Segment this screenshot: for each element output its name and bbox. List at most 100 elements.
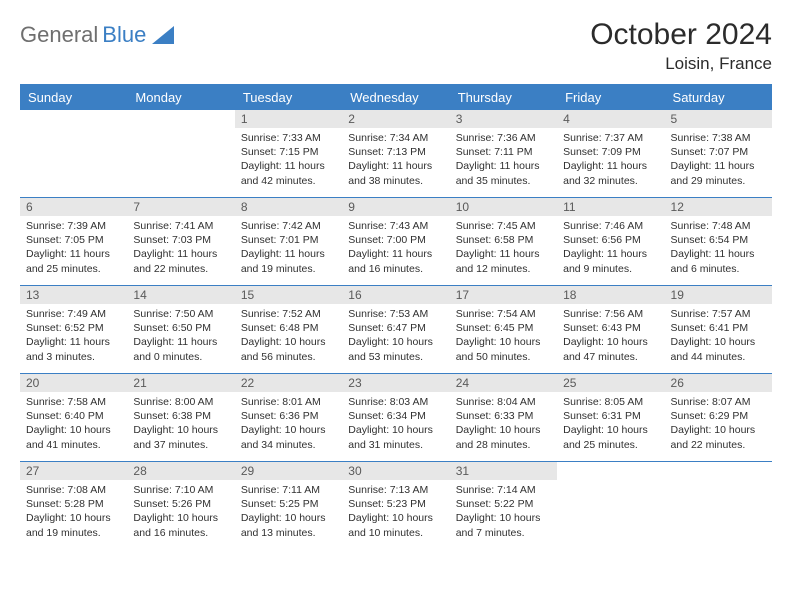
day-details: Sunrise: 7:42 AMSunset: 7:01 PMDaylight:… <box>235 216 342 280</box>
day-number: 10 <box>450 198 557 216</box>
day-number: 11 <box>557 198 664 216</box>
day-number: 18 <box>557 286 664 304</box>
day-details: Sunrise: 7:56 AMSunset: 6:43 PMDaylight:… <box>557 304 664 368</box>
calendar-cell: 21Sunrise: 8:00 AMSunset: 6:38 PMDayligh… <box>127 374 234 462</box>
calendar-week-row: 6Sunrise: 7:39 AMSunset: 7:05 PMDaylight… <box>20 198 772 286</box>
day-details: Sunrise: 8:07 AMSunset: 6:29 PMDaylight:… <box>665 392 772 456</box>
day-details: Sunrise: 7:13 AMSunset: 5:23 PMDaylight:… <box>342 480 449 544</box>
day-details: Sunrise: 7:08 AMSunset: 5:28 PMDaylight:… <box>20 480 127 544</box>
day-details: Sunrise: 7:48 AMSunset: 6:54 PMDaylight:… <box>665 216 772 280</box>
day-header: Tuesday <box>235 85 342 110</box>
header: GeneralBlue October 2024 Loisin, France <box>20 18 772 74</box>
calendar-cell: 17Sunrise: 7:54 AMSunset: 6:45 PMDayligh… <box>450 286 557 374</box>
day-details: Sunrise: 7:14 AMSunset: 5:22 PMDaylight:… <box>450 480 557 544</box>
day-number: 15 <box>235 286 342 304</box>
day-number: 25 <box>557 374 664 392</box>
calendar-cell: 3Sunrise: 7:36 AMSunset: 7:11 PMDaylight… <box>450 110 557 198</box>
day-number: 21 <box>127 374 234 392</box>
calendar-cell: 8Sunrise: 7:42 AMSunset: 7:01 PMDaylight… <box>235 198 342 286</box>
day-number: 14 <box>127 286 234 304</box>
day-number: 9 <box>342 198 449 216</box>
day-details: Sunrise: 8:04 AMSunset: 6:33 PMDaylight:… <box>450 392 557 456</box>
logo-text-blue: Blue <box>102 22 146 48</box>
day-number: 26 <box>665 374 772 392</box>
day-number: 4 <box>557 110 664 128</box>
calendar-cell: 31Sunrise: 7:14 AMSunset: 5:22 PMDayligh… <box>450 462 557 550</box>
calendar-cell: 5Sunrise: 7:38 AMSunset: 7:07 PMDaylight… <box>665 110 772 198</box>
logo: GeneralBlue <box>20 22 174 48</box>
day-number: 20 <box>20 374 127 392</box>
month-title: October 2024 <box>590 18 772 52</box>
day-number: 30 <box>342 462 449 480</box>
day-number: 24 <box>450 374 557 392</box>
calendar-cell: 16Sunrise: 7:53 AMSunset: 6:47 PMDayligh… <box>342 286 449 374</box>
calendar-cell: 23Sunrise: 8:03 AMSunset: 6:34 PMDayligh… <box>342 374 449 462</box>
day-number: 17 <box>450 286 557 304</box>
day-number: 3 <box>450 110 557 128</box>
day-details: Sunrise: 7:46 AMSunset: 6:56 PMDaylight:… <box>557 216 664 280</box>
calendar-cell: 12Sunrise: 7:48 AMSunset: 6:54 PMDayligh… <box>665 198 772 286</box>
day-details: Sunrise: 7:53 AMSunset: 6:47 PMDaylight:… <box>342 304 449 368</box>
day-details: Sunrise: 7:37 AMSunset: 7:09 PMDaylight:… <box>557 128 664 192</box>
day-details: Sunrise: 8:01 AMSunset: 6:36 PMDaylight:… <box>235 392 342 456</box>
day-number: 8 <box>235 198 342 216</box>
calendar-cell: 9Sunrise: 7:43 AMSunset: 7:00 PMDaylight… <box>342 198 449 286</box>
calendar-cell: 6Sunrise: 7:39 AMSunset: 7:05 PMDaylight… <box>20 198 127 286</box>
calendar-cell: 10Sunrise: 7:45 AMSunset: 6:58 PMDayligh… <box>450 198 557 286</box>
day-header-row: SundayMondayTuesdayWednesdayThursdayFrid… <box>20 85 772 110</box>
calendar-cell: 25Sunrise: 8:05 AMSunset: 6:31 PMDayligh… <box>557 374 664 462</box>
calendar-cell: 26Sunrise: 8:07 AMSunset: 6:29 PMDayligh… <box>665 374 772 462</box>
calendar-week-row: 20Sunrise: 7:58 AMSunset: 6:40 PMDayligh… <box>20 374 772 462</box>
day-details: Sunrise: 7:58 AMSunset: 6:40 PMDaylight:… <box>20 392 127 456</box>
day-details: Sunrise: 7:11 AMSunset: 5:25 PMDaylight:… <box>235 480 342 544</box>
day-header: Sunday <box>20 85 127 110</box>
day-details: Sunrise: 7:39 AMSunset: 7:05 PMDaylight:… <box>20 216 127 280</box>
calendar-cell: 1Sunrise: 7:33 AMSunset: 7:15 PMDaylight… <box>235 110 342 198</box>
day-header: Wednesday <box>342 85 449 110</box>
day-number: 6 <box>20 198 127 216</box>
day-header: Saturday <box>665 85 772 110</box>
day-number: 16 <box>342 286 449 304</box>
day-header: Thursday <box>450 85 557 110</box>
calendar-cell: 29Sunrise: 7:11 AMSunset: 5:25 PMDayligh… <box>235 462 342 550</box>
day-number: 28 <box>127 462 234 480</box>
calendar-week-row: 27Sunrise: 7:08 AMSunset: 5:28 PMDayligh… <box>20 462 772 550</box>
calendar-cell: 14Sunrise: 7:50 AMSunset: 6:50 PMDayligh… <box>127 286 234 374</box>
day-number: 7 <box>127 198 234 216</box>
day-number: 19 <box>665 286 772 304</box>
day-number: 22 <box>235 374 342 392</box>
calendar-cell: 15Sunrise: 7:52 AMSunset: 6:48 PMDayligh… <box>235 286 342 374</box>
day-details: Sunrise: 8:00 AMSunset: 6:38 PMDaylight:… <box>127 392 234 456</box>
calendar-cell: 24Sunrise: 8:04 AMSunset: 6:33 PMDayligh… <box>450 374 557 462</box>
calendar-body: 1Sunrise: 7:33 AMSunset: 7:15 PMDaylight… <box>20 110 772 550</box>
calendar-cell: 13Sunrise: 7:49 AMSunset: 6:52 PMDayligh… <box>20 286 127 374</box>
calendar-cell <box>20 110 127 198</box>
calendar-table: SundayMondayTuesdayWednesdayThursdayFrid… <box>20 84 772 550</box>
day-number: 13 <box>20 286 127 304</box>
day-details: Sunrise: 8:05 AMSunset: 6:31 PMDaylight:… <box>557 392 664 456</box>
day-details: Sunrise: 7:33 AMSunset: 7:15 PMDaylight:… <box>235 128 342 192</box>
day-number: 31 <box>450 462 557 480</box>
day-number: 27 <box>20 462 127 480</box>
calendar-cell: 27Sunrise: 7:08 AMSunset: 5:28 PMDayligh… <box>20 462 127 550</box>
calendar-cell: 18Sunrise: 7:56 AMSunset: 6:43 PMDayligh… <box>557 286 664 374</box>
day-details: Sunrise: 7:54 AMSunset: 6:45 PMDaylight:… <box>450 304 557 368</box>
day-number: 1 <box>235 110 342 128</box>
day-details: Sunrise: 7:57 AMSunset: 6:41 PMDaylight:… <box>665 304 772 368</box>
day-details: Sunrise: 7:38 AMSunset: 7:07 PMDaylight:… <box>665 128 772 192</box>
day-details: Sunrise: 7:43 AMSunset: 7:00 PMDaylight:… <box>342 216 449 280</box>
day-header: Monday <box>127 85 234 110</box>
day-details: Sunrise: 7:34 AMSunset: 7:13 PMDaylight:… <box>342 128 449 192</box>
title-block: October 2024 Loisin, France <box>590 18 772 74</box>
calendar-cell <box>557 462 664 550</box>
day-details: Sunrise: 7:45 AMSunset: 6:58 PMDaylight:… <box>450 216 557 280</box>
day-number: 5 <box>665 110 772 128</box>
calendar-cell: 22Sunrise: 8:01 AMSunset: 6:36 PMDayligh… <box>235 374 342 462</box>
logo-triangle-icon <box>152 26 174 44</box>
day-details: Sunrise: 7:10 AMSunset: 5:26 PMDaylight:… <box>127 480 234 544</box>
day-details: Sunrise: 7:50 AMSunset: 6:50 PMDaylight:… <box>127 304 234 368</box>
calendar-cell <box>665 462 772 550</box>
calendar-cell: 20Sunrise: 7:58 AMSunset: 6:40 PMDayligh… <box>20 374 127 462</box>
logo-text-general: General <box>20 22 98 48</box>
day-details: Sunrise: 7:36 AMSunset: 7:11 PMDaylight:… <box>450 128 557 192</box>
